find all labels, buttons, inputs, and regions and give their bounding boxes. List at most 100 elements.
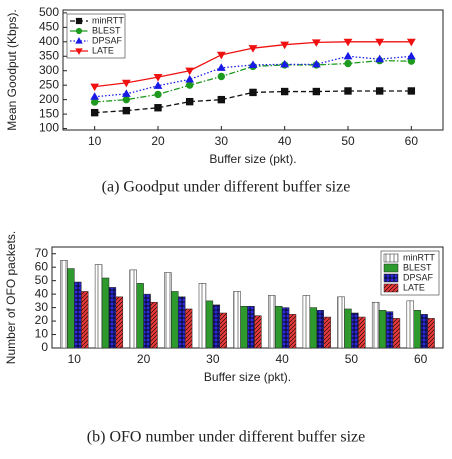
marker (75, 27, 83, 35)
marker (407, 87, 416, 95)
marker (249, 88, 257, 97)
marker (343, 51, 353, 60)
marker (344, 87, 352, 95)
bar (143, 293, 151, 349)
bar (385, 311, 394, 349)
x-tick-label: 60 (414, 352, 428, 366)
marker (311, 39, 321, 47)
legend-label: BLEST (92, 25, 121, 35)
caption: (b) OFO number under different buffer si… (87, 429, 365, 446)
legend-label: BLEST (403, 262, 432, 272)
bar (427, 318, 435, 349)
marker (311, 59, 321, 68)
bar (302, 295, 311, 349)
bar (323, 316, 331, 349)
x-tick-label: 60 (405, 134, 419, 148)
legend-swatch (383, 253, 399, 263)
y-tick-label: 400 (39, 34, 59, 48)
marker (154, 90, 162, 99)
marker (185, 97, 194, 106)
bar (288, 314, 297, 349)
marker (153, 74, 163, 82)
bar (233, 291, 241, 349)
legend-label: minRTT (92, 15, 124, 25)
x-tick-label: 10 (68, 352, 82, 366)
y-tick-label: 30 (35, 300, 49, 314)
x-tick-label: 40 (278, 134, 292, 148)
y-tick-label: 50 (35, 273, 49, 287)
marker (217, 72, 226, 81)
marker (185, 81, 194, 89)
bar (164, 272, 172, 349)
bar (240, 306, 248, 349)
marker (121, 89, 131, 97)
marker (216, 63, 226, 71)
x-axis-label: Buffer size (pkt). (204, 370, 291, 384)
marker (90, 108, 99, 117)
bar (184, 308, 193, 349)
y-tick-label: 200 (39, 92, 59, 106)
marker (375, 38, 385, 47)
bar (67, 268, 75, 349)
legend-label: LATE (403, 282, 425, 292)
bar (198, 283, 207, 349)
marker (121, 79, 131, 88)
bar (358, 316, 366, 349)
y-tick-label: 20 (35, 313, 49, 327)
y-tick-label: 40 (35, 286, 49, 300)
x-tick-label: 20 (151, 134, 165, 148)
marker (312, 87, 321, 96)
bar (247, 306, 255, 349)
y-tick-label: 250 (39, 77, 59, 91)
marker (75, 17, 83, 25)
bar (351, 312, 359, 349)
marker (280, 59, 290, 68)
bar (392, 318, 401, 349)
x-tick-label: 50 (345, 352, 359, 366)
bar (74, 281, 82, 349)
marker (185, 67, 195, 76)
x-tick-label: 50 (341, 134, 355, 148)
y-tick-label: 60 (35, 259, 49, 273)
marker (375, 54, 385, 63)
bar (205, 300, 214, 349)
y-tick-label: 0 (41, 340, 48, 354)
bar (254, 315, 262, 349)
x-tick-label: 40 (275, 352, 289, 366)
y-axis-label: Number of OFO packets. (4, 231, 18, 364)
marker (343, 38, 353, 47)
marker (280, 41, 290, 50)
x-tick-label: 30 (206, 352, 220, 366)
legend-swatch (383, 283, 399, 293)
x-tick-label: 20 (137, 352, 151, 366)
y-tick-label: 300 (39, 63, 59, 77)
bar (274, 306, 283, 349)
y-tick-label: 100 (39, 121, 59, 135)
bar (316, 310, 324, 349)
bar (94, 264, 103, 349)
y-tick-label: 500 (39, 5, 59, 19)
bar (60, 260, 68, 349)
legend-label: DPSAF (92, 35, 123, 45)
bar (150, 301, 158, 349)
marker (90, 92, 100, 100)
bar (129, 269, 137, 349)
marker (406, 51, 416, 60)
marker (375, 87, 384, 95)
bar (406, 300, 415, 349)
y-tick-label: 70 (35, 246, 49, 260)
bar (80, 291, 89, 349)
plot-frame (62, 9, 444, 131)
y-axis-label: Mean Goodput (Kbps). (5, 9, 19, 130)
bar (344, 308, 352, 349)
marker (216, 51, 226, 60)
bar (337, 296, 345, 349)
bar (212, 304, 221, 349)
bar (219, 312, 227, 349)
legend-label: DPSAF (403, 272, 434, 282)
bar (115, 296, 124, 349)
y-tick-label: 150 (39, 106, 59, 120)
marker (153, 81, 163, 89)
marker (75, 48, 83, 55)
marker (344, 59, 352, 68)
